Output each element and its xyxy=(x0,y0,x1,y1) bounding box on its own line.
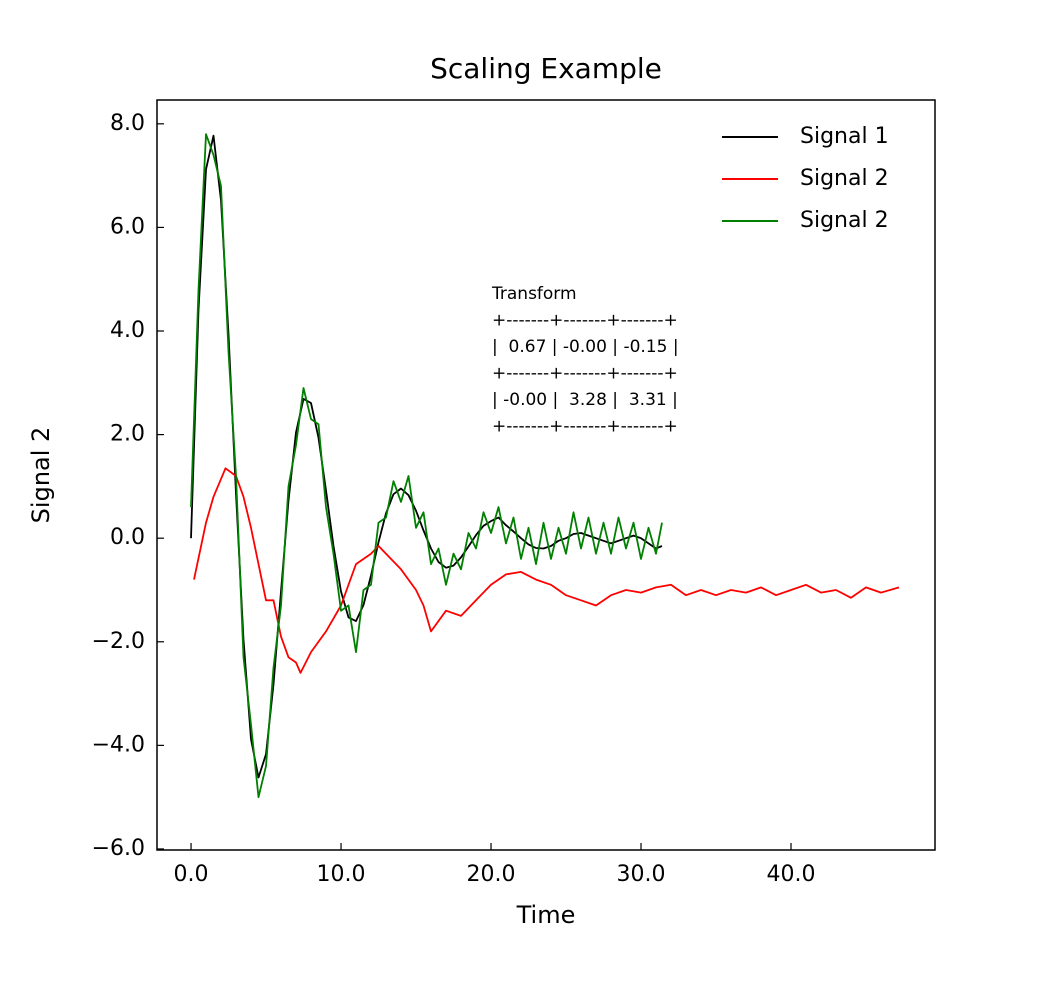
legend-label: Signal 2 xyxy=(800,166,889,191)
annotation-line: | 0.67 | -0.00 | -0.15 | xyxy=(492,337,679,357)
legend-label: Signal 2 xyxy=(800,208,889,233)
x-tick-label: 0.0 xyxy=(174,862,209,887)
y-tick-label: 0.0 xyxy=(110,525,145,550)
line-series xyxy=(190,133,663,799)
y-axis-label: Signal 2 xyxy=(27,427,55,524)
y-tick-label: 2.0 xyxy=(110,422,145,447)
annotation-line: Transform xyxy=(491,284,577,304)
annotation-line: +-------+-------+-------+ xyxy=(492,364,678,384)
x-tick-label: 20.0 xyxy=(467,862,516,887)
annotation-line: +-------+-------+-------+ xyxy=(492,417,678,437)
y-tick-label: 6.0 xyxy=(110,214,145,239)
x-tick-label: 10.0 xyxy=(317,862,366,887)
line-series xyxy=(190,134,663,779)
plot-frame xyxy=(156,99,936,851)
line-series xyxy=(193,467,900,674)
chart-title: Scaling Example xyxy=(430,52,662,85)
y-tick-label: 4.0 xyxy=(110,318,145,343)
y-tick-label: −6.0 xyxy=(92,836,145,861)
y-tick-label: −2.0 xyxy=(92,629,145,654)
y-tick-label: −4.0 xyxy=(92,732,145,757)
annotation-line: | -0.00 | 3.28 | 3.31 | xyxy=(492,390,678,410)
x-tick-label: 40.0 xyxy=(767,862,816,887)
x-tick-label: 30.0 xyxy=(617,862,666,887)
annotation-line: +-------+-------+-------+ xyxy=(492,311,678,331)
y-tick-label: 8.0 xyxy=(110,111,145,136)
x-axis-label: Time xyxy=(516,901,576,929)
legend-label: Signal 1 xyxy=(800,124,889,149)
